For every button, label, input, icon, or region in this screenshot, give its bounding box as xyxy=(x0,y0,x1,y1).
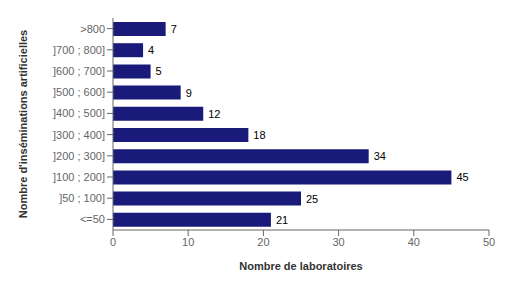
svg-text:]50 ; 100]: ]50 ; 100] xyxy=(59,192,105,204)
svg-text:Nombre d'inséminations artific: Nombre d'inséminations artificielles xyxy=(17,30,29,218)
svg-text:4: 4 xyxy=(148,44,154,56)
svg-text:25: 25 xyxy=(306,193,318,205)
svg-text:40: 40 xyxy=(408,236,420,248)
svg-text:18: 18 xyxy=(253,129,265,141)
svg-text:45: 45 xyxy=(456,171,468,183)
svg-text:7: 7 xyxy=(171,23,177,35)
svg-text:50: 50 xyxy=(483,236,495,248)
svg-text:>800: >800 xyxy=(80,23,105,35)
svg-text:34: 34 xyxy=(374,150,386,162)
svg-text:]200 ; 300]: ]200 ; 300] xyxy=(53,150,105,162)
svg-text:12: 12 xyxy=(208,108,220,120)
svg-text:9: 9 xyxy=(186,87,192,99)
svg-text:10: 10 xyxy=(182,236,194,248)
svg-text:0: 0 xyxy=(110,236,116,248)
svg-text:]100 ; 200]: ]100 ; 200] xyxy=(53,171,105,183)
svg-text:]400 ; 500]: ]400 ; 500] xyxy=(53,107,105,119)
svg-text:21: 21 xyxy=(276,214,288,226)
svg-text:5: 5 xyxy=(156,65,162,77)
svg-text:20: 20 xyxy=(257,236,269,248)
svg-text:]300 ; 400]: ]300 ; 400] xyxy=(53,129,105,141)
svg-text:]600 ; 700]: ]600 ; 700] xyxy=(53,65,105,77)
svg-text:]500 ; 600]: ]500 ; 600] xyxy=(53,86,105,98)
svg-text:30: 30 xyxy=(332,236,344,248)
svg-text:]700 ; 800]: ]700 ; 800] xyxy=(53,44,105,56)
svg-text:<=50: <=50 xyxy=(80,213,105,225)
svg-text:Nombre de laboratoires: Nombre de laboratoires xyxy=(239,260,362,272)
